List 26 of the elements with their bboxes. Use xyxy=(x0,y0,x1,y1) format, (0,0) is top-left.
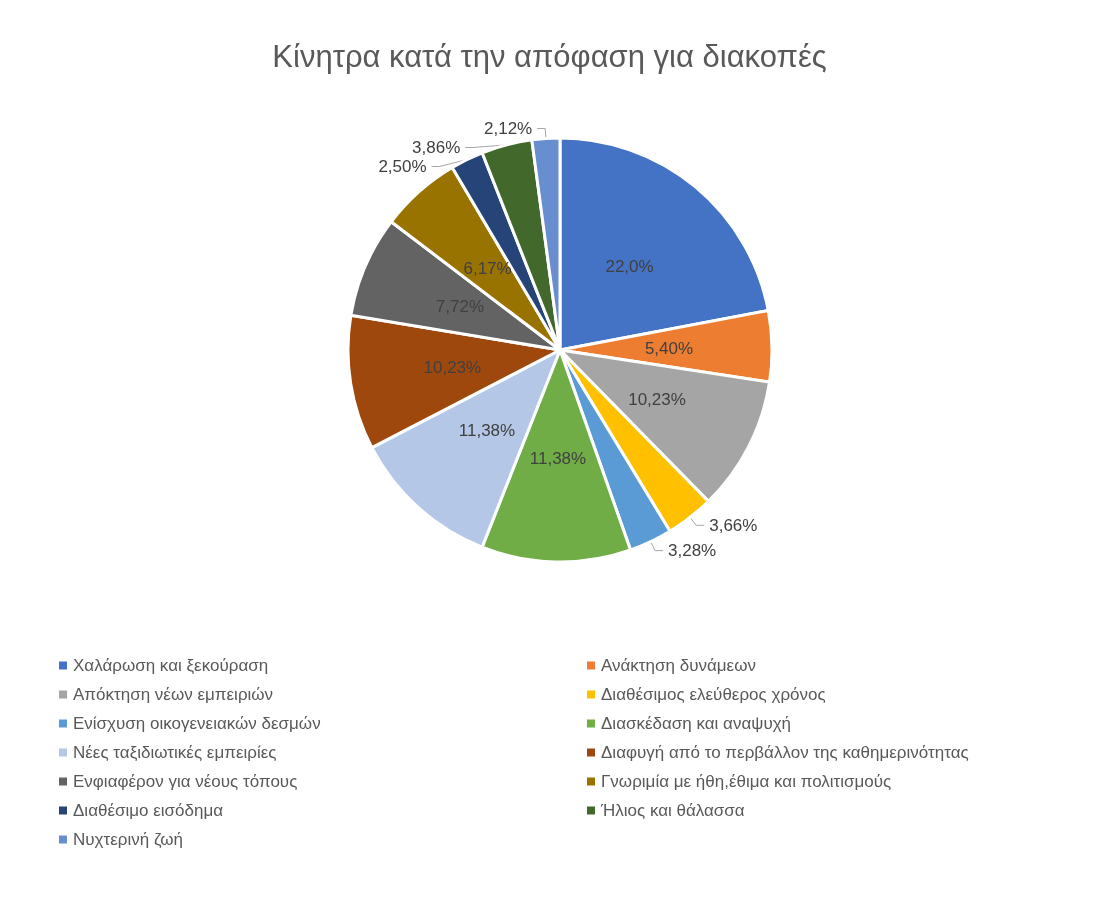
legend-label: Γνωριμία με ήθη,έθιμα και πολιτισμούς xyxy=(601,772,892,791)
data-label: 10,23% xyxy=(423,357,482,377)
legend-label: Ενφιαφέρον για νέους τόπους xyxy=(73,772,298,791)
data-label: 11,38% xyxy=(529,449,587,469)
legend-label: Ενίσχυση οικογενειακών δεσμών xyxy=(73,714,321,733)
legend-label: Διασκέδαση και αναψυχή xyxy=(601,714,792,733)
legend-label: Ανάκτηση δυνάμεων xyxy=(601,656,756,675)
legend-label: Απόκτηση νέων εμπειριών xyxy=(73,685,274,704)
data-label: 22,0% xyxy=(605,256,654,276)
legend-label: Ήλιος και θάλασσα xyxy=(600,801,745,820)
legend-label: Νέες ταξιδιωτικές εμπειρίες xyxy=(73,743,277,762)
data-label: 6,17% xyxy=(463,259,512,279)
legend-label: Διαθέσιμο εισόδημα xyxy=(73,801,224,820)
data-label: 2,12% xyxy=(484,118,533,138)
data-label: 3,86% xyxy=(412,137,461,157)
chart-title: Κίνητρα κατά την απόφαση για διακοπές xyxy=(272,39,827,74)
data-label: 3,28% xyxy=(668,541,717,561)
data-label: 11,38% xyxy=(458,421,516,441)
data-label: 3,66% xyxy=(709,515,758,535)
legend-label: Διαθέσιμος ελεύθερος χρόνος xyxy=(601,685,826,704)
data-label: 2,50% xyxy=(378,156,427,176)
data-label: 5,40% xyxy=(644,338,694,358)
legend-label: Χαλάρωση και ξεκούραση xyxy=(73,656,269,675)
data-label: 10,23% xyxy=(628,390,686,410)
legend-label: Νυχτερινή ζωή xyxy=(73,830,184,849)
legend-label: Διαφυγή από το περβάλλον της καθημερινότητας xyxy=(601,743,969,762)
